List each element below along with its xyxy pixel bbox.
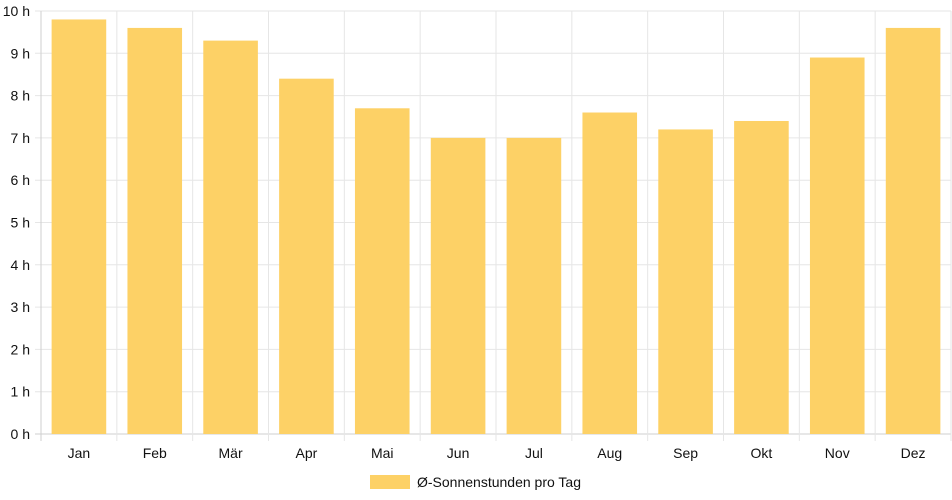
bar-mai[interactable] (354, 108, 410, 434)
x-tick-label: Jun (447, 445, 470, 461)
bar-aug[interactable] (582, 112, 638, 435)
bar-jul[interactable] (506, 137, 562, 434)
y-axis-tick-labels: 0 h 1 h 2 h 3 h 4 h 5 h 6 h 7 h 8 h 9 h 10 h (3, 3, 30, 442)
y-tick-label: 8 h (11, 88, 30, 104)
x-axis-tick-labels: Jan Feb Mär Apr Mai Jun Jul Aug Sep Okt Nov Dez (68, 445, 926, 461)
bar-feb[interactable] (127, 27, 183, 434)
y-tick-label: 2 h (11, 341, 30, 357)
y-tick-label: 6 h (11, 172, 30, 188)
x-tick-label: Jan (68, 445, 91, 461)
y-tick-label: 4 h (11, 257, 30, 273)
bars (51, 19, 941, 435)
bar-okt[interactable] (734, 120, 789, 434)
x-tick-label: Okt (751, 445, 773, 461)
bar-dez[interactable] (885, 27, 941, 434)
y-tick-label: 1 h (11, 384, 30, 400)
y-tick-label: 5 h (11, 215, 30, 231)
bar-mär[interactable] (203, 40, 258, 435)
y-tick-label: 9 h (11, 45, 30, 61)
x-tick-label: Sep (673, 445, 698, 461)
y-tick-label: 3 h (11, 299, 30, 315)
bar-jun[interactable] (430, 137, 486, 434)
bar-sep[interactable] (658, 129, 713, 434)
y-tick-label: 0 h (11, 426, 30, 442)
x-tick-label: Apr (296, 445, 318, 461)
x-tick-label: Nov (825, 445, 850, 461)
x-tick-label: Jul (525, 445, 543, 461)
legend-label[interactable]: Ø-Sonnenstunden pro Tag (417, 474, 581, 490)
legend-swatch[interactable] (370, 475, 410, 489)
y-tick-label: 7 h (11, 130, 30, 146)
legend[interactable]: Ø-Sonnenstunden pro Tag (370, 474, 581, 490)
x-tick-label: Aug (597, 445, 622, 461)
bar-jan[interactable] (51, 19, 107, 435)
x-tick-label: Mai (371, 445, 394, 461)
x-tick-label: Dez (901, 445, 926, 461)
bar-nov[interactable] (809, 57, 865, 434)
grid-lines (35, 10, 952, 441)
x-tick-label: Feb (143, 445, 167, 461)
bar-apr[interactable] (279, 78, 334, 435)
x-tick-label: Mär (219, 445, 243, 461)
y-tick-label: 10 h (3, 3, 30, 19)
